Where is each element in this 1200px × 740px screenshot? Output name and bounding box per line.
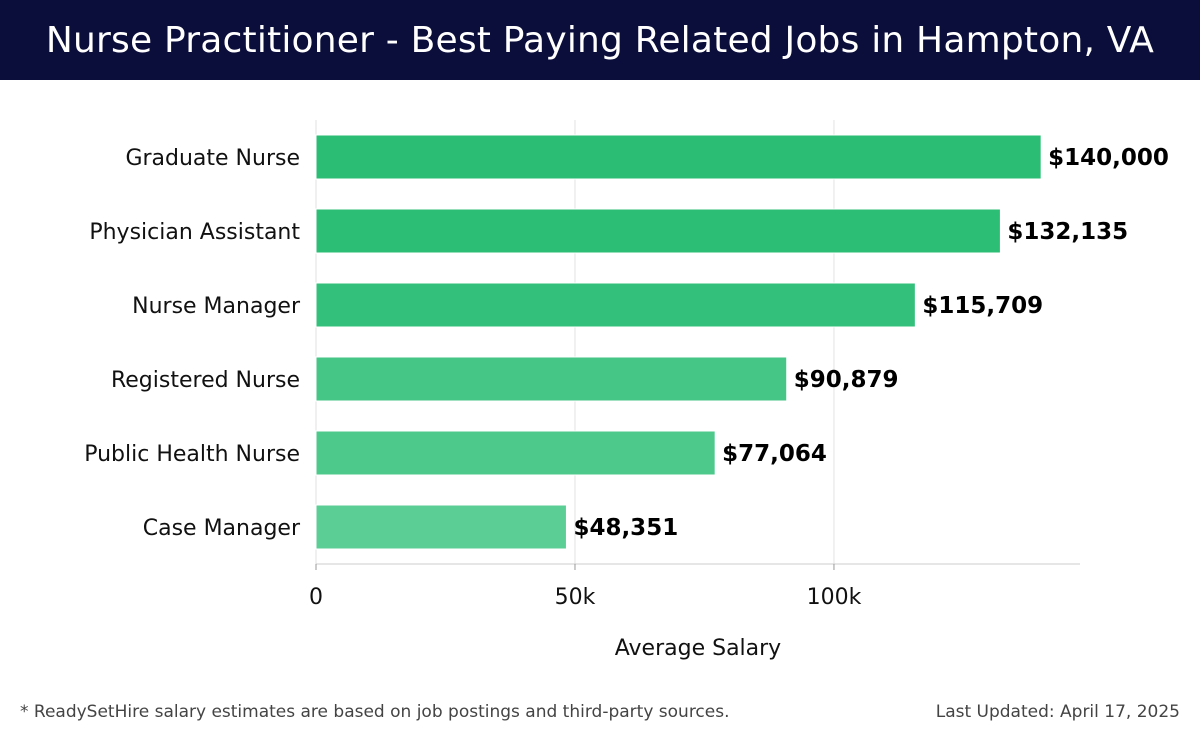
x-tick-label-1: 50k [555, 585, 596, 610]
x-axis: 0 50k 100k [309, 563, 1080, 610]
last-updated: Last Updated: April 17, 2025 [935, 702, 1180, 722]
x-tick-label-0: 0 [309, 585, 323, 610]
value-labels: $140,000 $132,135 $115,709 $90,879 $77,064 $4… [573, 145, 1168, 541]
bar-2 [315, 282, 916, 328]
category-label-0: Graduate Nurse [125, 146, 300, 171]
category-label-3: Registered Nurse [111, 368, 300, 393]
bar-4 [315, 430, 716, 476]
value-label-3: $90,879 [794, 367, 899, 393]
bar-1 [315, 208, 1001, 254]
value-label-4: $77,064 [722, 441, 827, 467]
category-label-2: Nurse Manager [132, 294, 301, 319]
category-label-5: Case Manager [143, 516, 301, 541]
footer-note: * ReadySetHire salary estimates are base… [20, 702, 730, 722]
value-label-1: $132,135 [1007, 219, 1128, 245]
category-label-4: Public Health Nurse [84, 442, 300, 467]
category-labels: Graduate Nurse Physician Assistant Nurse M… [84, 146, 301, 541]
bar-3 [315, 356, 788, 402]
bar-chart: $140,000 $132,135 $115,709 $90,879 $77,064 $4… [84, 120, 1169, 661]
chart-title: Nurse Practitioner - Best Paying Related… [45, 19, 1155, 61]
x-tick-label-2: 100k [807, 585, 862, 610]
x-axis-title: Average Salary [615, 636, 781, 661]
grid-lines [315, 120, 835, 564]
value-label-0: $140,000 [1048, 145, 1169, 171]
value-label-5: $48,351 [573, 515, 678, 541]
category-label-1: Physician Assistant [89, 220, 300, 245]
bar-5 [315, 504, 567, 550]
bar-0 [315, 134, 1042, 180]
value-label-2: $115,709 [922, 293, 1043, 319]
bars [315, 134, 1042, 550]
chart-header: Nurse Practitioner - Best Paying Related… [0, 0, 1200, 80]
